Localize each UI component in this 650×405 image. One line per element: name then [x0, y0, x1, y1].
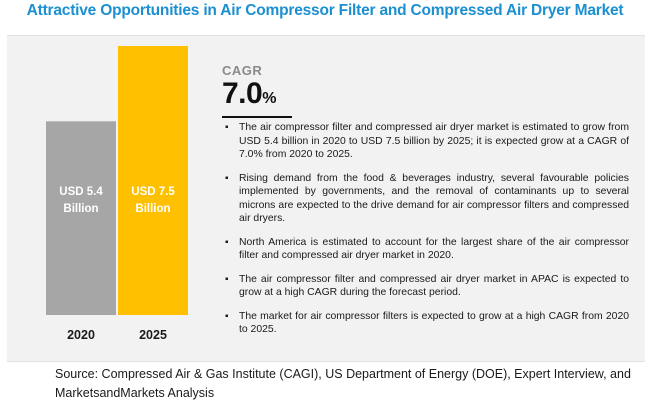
cagr-underline	[222, 116, 292, 118]
source-note: Source: Compressed Air & Gas Institute (…	[55, 367, 631, 400]
finding-item: Rising demand from the food & beverages …	[225, 172, 629, 226]
data-label-2025: Billion	[135, 203, 170, 215]
content-panel: USD 5.4 Billion 2020 USD 7.5 Billion 2025 CAG…	[7, 35, 645, 362]
bar-2025	[118, 46, 188, 315]
bar-2020	[46, 121, 116, 315]
page-title: Attractive Opportunities in Air Compress…	[26, 2, 624, 19]
cagr-unit: %	[262, 90, 276, 107]
x-tick-label: 2025	[139, 328, 167, 342]
bar-chart: USD 5.4 Billion 2020 USD 7.5 Billion 2025	[46, 46, 188, 342]
cagr-value: 7.0%	[222, 78, 292, 115]
key-findings-list: The air compressor filter and compressed…	[225, 121, 629, 347]
x-tick-label: 2020	[67, 328, 95, 342]
data-label-2020: USD 5.4	[59, 186, 103, 198]
finding-item: The air compressor filter and compressed…	[225, 121, 629, 162]
cagr-label: CAGR	[222, 63, 263, 78]
data-label-2020: Billion	[63, 203, 98, 215]
finding-item: The market for air compressor filters is…	[225, 310, 629, 337]
cagr-number: 7.0	[222, 77, 263, 110]
finding-item: The air compressor filter and compressed…	[225, 273, 629, 300]
cagr-box: CAGR 7.0%	[222, 63, 292, 118]
data-label-2025: USD 7.5	[131, 186, 175, 198]
finding-item: North America is estimated to account fo…	[225, 236, 629, 263]
